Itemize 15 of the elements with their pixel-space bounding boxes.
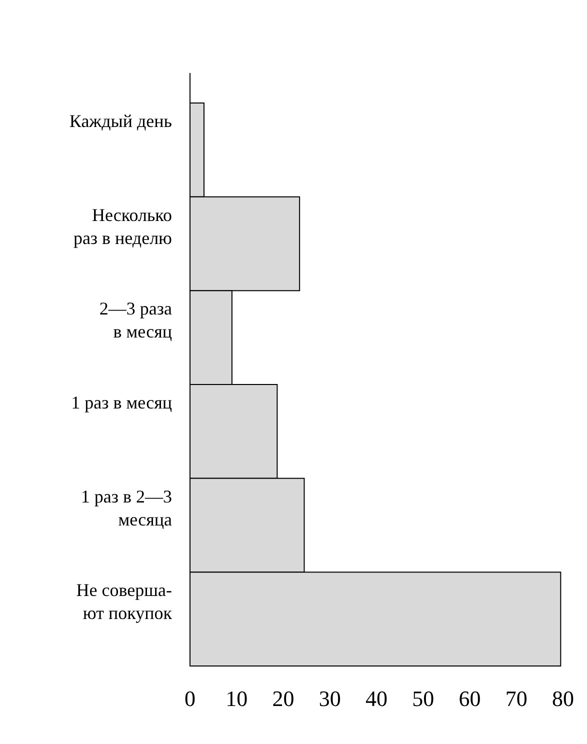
- x-tick-label: 20: [272, 686, 294, 711]
- x-tick-label: 10: [226, 686, 248, 711]
- y-tick-label: Каждый день: [69, 111, 172, 131]
- y-tick-label: 1 раз в 2—3 месяца: [80, 486, 172, 530]
- x-tick-label: 70: [505, 686, 528, 711]
- x-tick-label: 0: [184, 686, 196, 711]
- y-tick-label: 2—3 раза в месяц: [99, 298, 172, 342]
- x-tick-label: 80: [552, 686, 574, 711]
- x-tick-label: 30: [318, 686, 341, 711]
- y-tick-label: 1 раз в месяц: [71, 392, 172, 412]
- y-tick-label: Несколько раз в неделю: [73, 204, 172, 248]
- x-tick-label: 60: [458, 686, 481, 711]
- x-tick-label: 40: [366, 686, 388, 711]
- x-tick-label: 50: [412, 686, 434, 711]
- y-tick-label: Не соверша- ют покупок: [76, 580, 172, 624]
